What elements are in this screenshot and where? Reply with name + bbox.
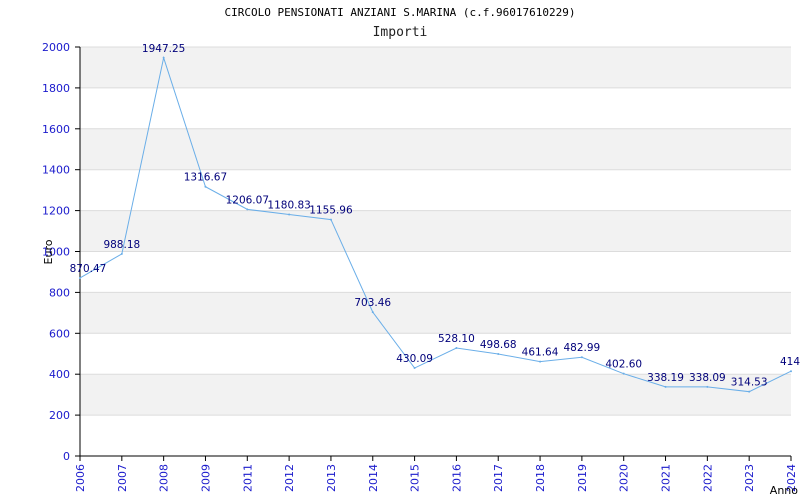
data-label: 498.68 bbox=[480, 339, 517, 351]
y-tick-label: 1400 bbox=[42, 164, 70, 177]
chart-subtitle: Importi bbox=[372, 25, 428, 40]
grid-band bbox=[80, 47, 791, 88]
y-tick-label: 1800 bbox=[42, 82, 70, 95]
gridlines bbox=[80, 46, 791, 416]
data-point bbox=[455, 347, 458, 350]
data-point bbox=[497, 353, 500, 356]
data-label: 528.10 bbox=[438, 333, 475, 345]
plot-background bbox=[80, 47, 791, 416]
x-tick-label: 2018 bbox=[534, 464, 547, 492]
chart-title: CIRCOLO PENSIONATI ANZIANI S.MARINA (c.f… bbox=[224, 6, 576, 19]
data-label: 703.46 bbox=[354, 297, 391, 309]
data-point bbox=[539, 360, 542, 363]
data-point bbox=[204, 185, 207, 188]
data-point bbox=[790, 370, 792, 373]
x-tick-label: 2009 bbox=[199, 464, 212, 492]
y-tick-label: 1000 bbox=[42, 246, 70, 259]
grid-band bbox=[80, 292, 791, 334]
data-label: 402.60 bbox=[605, 359, 642, 371]
data-label: 1206.07 bbox=[226, 194, 269, 206]
data-point bbox=[664, 385, 667, 388]
x-tick-label: 2020 bbox=[618, 464, 631, 492]
x-tick-label: 2011 bbox=[241, 464, 254, 492]
data-point bbox=[413, 367, 416, 370]
data-label: 1947.25 bbox=[142, 43, 185, 55]
y-axis-title: Euro bbox=[42, 239, 55, 264]
data-point bbox=[288, 213, 291, 216]
x-tick-label: 2023 bbox=[743, 464, 756, 492]
x-tick-label: 2021 bbox=[660, 464, 673, 492]
data-label: 1316.67 bbox=[184, 172, 227, 184]
x-axis-title: Anno bbox=[770, 484, 798, 497]
data-label: 988.18 bbox=[103, 239, 140, 251]
x-tick-label: 2016 bbox=[450, 464, 463, 492]
data-point bbox=[329, 218, 332, 221]
y-tick-label: 1200 bbox=[42, 205, 70, 218]
y-tick-label: 600 bbox=[49, 327, 70, 340]
x-tick-label: 2007 bbox=[116, 464, 129, 492]
x-tick-label: 2017 bbox=[492, 464, 505, 492]
x-tick-label: 2024 bbox=[785, 464, 798, 492]
y-tick-label: 400 bbox=[49, 368, 70, 381]
grid-band bbox=[80, 210, 791, 252]
y-tick-label: 2000 bbox=[42, 41, 70, 54]
series-line bbox=[79, 55, 792, 393]
data-label: 870.47 bbox=[70, 263, 107, 275]
data-label: 414.6 bbox=[780, 356, 800, 368]
data-label: 338.19 bbox=[647, 372, 684, 384]
x-tick-label: 2014 bbox=[367, 464, 380, 492]
data-label: 1155.96 bbox=[309, 205, 353, 217]
data-point bbox=[79, 276, 81, 279]
y-tick-labels: 0 200 400 600 800 1000 1200 1400 1600 1800 2000 bbox=[42, 41, 70, 463]
data-label: 338.09 bbox=[689, 372, 726, 384]
data-point bbox=[162, 56, 165, 59]
data-point bbox=[371, 311, 374, 314]
y-tick-label: 1600 bbox=[42, 123, 70, 136]
y-tick-label: 0 bbox=[63, 450, 70, 463]
data-label: 1180.83 bbox=[267, 200, 310, 212]
x-tick-label: 2019 bbox=[576, 464, 589, 492]
series-line-group bbox=[79, 55, 792, 393]
x-tick-label: 2022 bbox=[701, 464, 714, 492]
data-point bbox=[622, 372, 625, 375]
data-label: 461.64 bbox=[522, 347, 559, 359]
x-tick-label: 2006 bbox=[74, 464, 87, 492]
y-tick-label: 200 bbox=[49, 409, 70, 422]
data-point bbox=[706, 385, 709, 388]
data-label: 314.53 bbox=[731, 377, 768, 389]
data-point bbox=[748, 390, 751, 393]
data-point bbox=[580, 356, 583, 359]
y-tick-label: 800 bbox=[49, 286, 70, 299]
grid-band bbox=[80, 374, 791, 416]
x-tick-labels: 2006 2007 2008 2009 2011 2012 2013 2014 2015 2016… bbox=[74, 464, 798, 492]
data-point bbox=[246, 208, 249, 211]
data-labels: 870.47 988.18 1947.25 1316.67 1206.071180.83… bbox=[70, 43, 800, 389]
x-tick-label: 2008 bbox=[158, 464, 171, 492]
x-tick-label: 2013 bbox=[325, 464, 338, 492]
grid-band bbox=[80, 128, 791, 170]
data-label: 482.99 bbox=[564, 342, 601, 354]
x-tick-label: 2015 bbox=[409, 464, 422, 492]
data-point bbox=[120, 252, 123, 255]
axes bbox=[75, 46, 792, 461]
x-tick-label: 2012 bbox=[283, 464, 296, 492]
data-label: 430.09 bbox=[396, 353, 433, 365]
